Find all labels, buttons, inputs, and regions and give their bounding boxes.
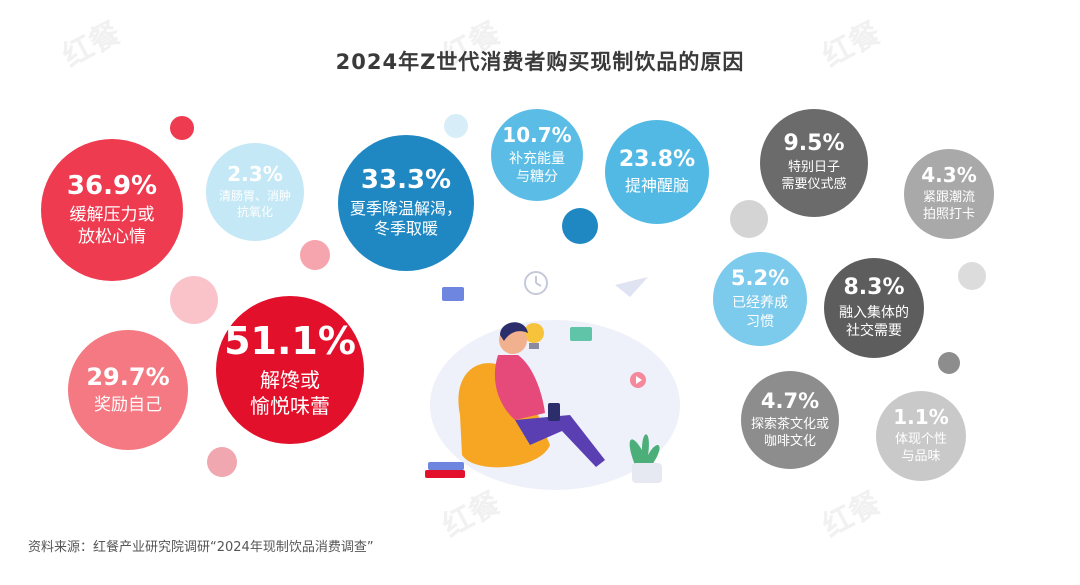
bubble-label: 奖励自己 <box>94 395 162 416</box>
source-note: 资料来源：红餐产业研究院调研“2024年现制饮品消费调查” <box>28 540 374 555</box>
person-illustration <box>425 271 680 490</box>
bubble-5-2pct: 5.2% 已经养成 习惯 <box>713 252 807 346</box>
bubble-label: 特别日子 需要仪式感 <box>781 160 847 193</box>
bubble-label: 探索茶文化或 咖啡文化 <box>750 416 829 449</box>
bubble-label: 体现个性 与品味 <box>894 432 947 464</box>
laptop-screen-icon <box>442 287 464 301</box>
watermark-5: 红餐 <box>816 485 887 545</box>
bubble-label: 已经养成 习惯 <box>732 295 788 330</box>
bubble-value: 10.7% <box>502 122 572 147</box>
bubble-label: 融入集体的 社交需要 <box>839 304 909 340</box>
bubble-value: 8.3% <box>843 274 905 300</box>
bubble-label: 缓解压力或 放松心情 <box>69 205 155 248</box>
bubble-value: 1.1% <box>893 405 949 430</box>
bubble-value: 2.3% <box>227 162 283 187</box>
bubble-23-8pct: 23.8% 提神醒脑 <box>605 120 709 224</box>
bubble-10-7pct: 10.7% 补充能量 与糖分 <box>491 109 583 201</box>
chart-title: 2024年Z世代消费者购买现制饮品的原因 <box>335 50 745 74</box>
bubble-value: 29.7% <box>86 362 170 391</box>
bubble-label: 夏季降温解渴， 冬季取暖 <box>349 198 462 239</box>
decor-dot <box>958 262 986 290</box>
bubble-value: 9.5% <box>783 131 845 157</box>
decor-dot <box>300 240 330 270</box>
person-body <box>494 355 545 420</box>
clock-icon <box>524 271 548 295</box>
decor-dot <box>444 114 468 138</box>
phone-icon <box>548 403 560 421</box>
bubble-51-1pct: 51.1% 解馋或 愉悦味蕾 <box>216 296 364 444</box>
paper-plane-icon <box>615 277 648 297</box>
bubble-36-9pct: 36.9% 缓解压力或 放松心情 <box>41 139 183 281</box>
decor-dot <box>170 116 194 140</box>
bubble-value: 51.1% <box>224 319 356 364</box>
bubble-label: 解馋或 愉悦味蕾 <box>250 367 330 418</box>
bubble-8-3pct: 8.3% 融入集体的 社交需要 <box>824 258 924 358</box>
bubble-value: 4.3% <box>921 163 977 188</box>
bubble-4-7pct: 4.7% 探索茶文化或 咖啡文化 <box>741 371 839 469</box>
decor-dot <box>938 352 960 374</box>
plant-icon <box>629 434 660 465</box>
bubble-value: 33.3% <box>360 164 452 195</box>
book-stack-icon <box>425 470 465 478</box>
bubble-value: 23.8% <box>618 146 696 172</box>
bubble-2-3pct: 2.3% 清肠胃、消肿 抗氧化 <box>206 143 304 241</box>
bubble-label: 补充能量 与糖分 <box>509 150 565 185</box>
decor-dot <box>562 208 598 244</box>
decor-dot <box>730 200 768 238</box>
decor-dot <box>170 276 218 324</box>
beanbag <box>458 363 550 468</box>
message-card-icon <box>570 327 592 341</box>
bubble-label: 提神醒脑 <box>624 175 689 195</box>
lightbulb-icon <box>524 323 544 343</box>
bubble-29-7pct: 29.7% 奖励自己 <box>68 330 188 450</box>
bubble-value: 5.2% <box>730 266 790 291</box>
bubble-4-3pct: 4.3% 紧跟潮流 拍照打卡 <box>904 149 994 239</box>
bubble-label: 紧跟潮流 拍照打卡 <box>922 190 975 222</box>
person-legs <box>515 415 605 467</box>
decor-dot <box>207 447 237 477</box>
bubble-1-1pct: 1.1% 体现个性 与品味 <box>876 391 966 481</box>
bubble-9-5pct: 9.5% 特别日子 需要仪式感 <box>760 109 868 217</box>
bubble-value: 4.7% <box>760 388 820 413</box>
bubble-33-3pct: 33.3% 夏季降温解渴， 冬季取暖 <box>338 135 474 271</box>
bubble-value: 36.9% <box>66 170 158 201</box>
bubble-label: 清肠胃、消肿 抗氧化 <box>218 189 291 219</box>
